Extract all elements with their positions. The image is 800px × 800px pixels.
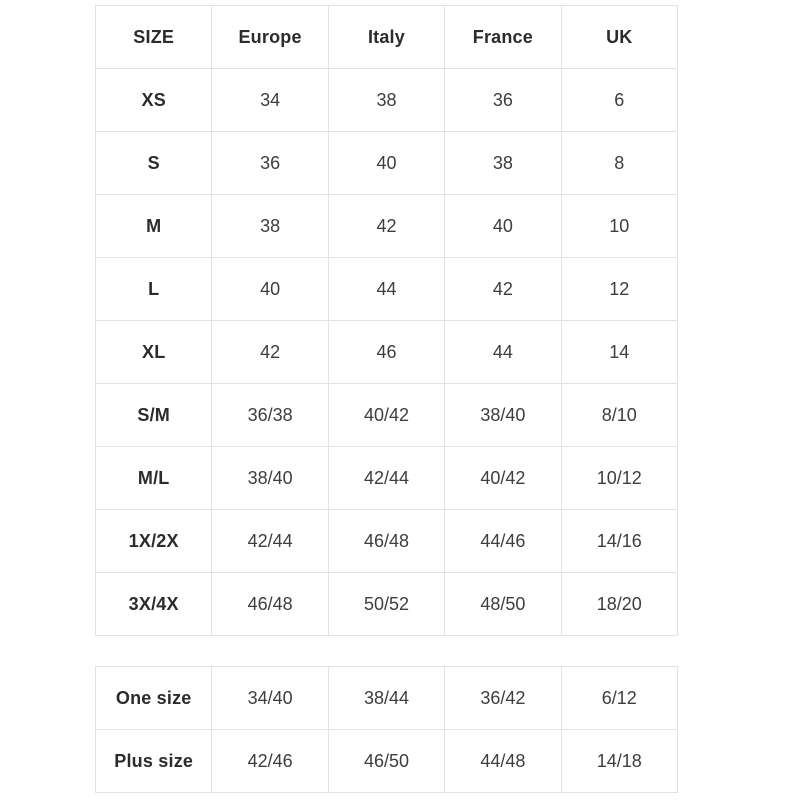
header-row: SIZE Europe Italy France UK [94, 5, 679, 69]
row-label: S [94, 131, 213, 195]
table-cell: 44/48 [444, 729, 562, 793]
table-cell: 38/40 [211, 446, 329, 510]
table-cell: 34 [211, 68, 329, 132]
table-cell: 44 [327, 257, 446, 321]
table-cell: 8 [560, 131, 679, 195]
table-row: S 36 40 38 8 [94, 131, 679, 195]
row-label: One size [94, 666, 213, 730]
column-header: Europe [211, 5, 329, 69]
row-label: XL [94, 320, 213, 384]
table-row: L 40 44 42 12 [94, 257, 679, 321]
table-cell: 8/10 [560, 383, 679, 447]
row-label: 3X/4X [94, 572, 213, 636]
row-label: S/M [94, 383, 213, 447]
table-cell: 42/44 [327, 446, 446, 510]
table-cell: 38 [444, 131, 562, 195]
row-label: M/L [94, 446, 213, 510]
table-row: XL 42 46 44 14 [94, 320, 679, 384]
table-cell: 42 [444, 257, 562, 321]
column-header: SIZE [94, 5, 213, 69]
table-gap [95, 636, 678, 666]
table-cell: 10 [560, 194, 679, 258]
table-cell: 38/40 [444, 383, 562, 447]
table-cell: 46/48 [211, 572, 329, 636]
table-cell: 36/38 [211, 383, 329, 447]
table-cell: 46 [327, 320, 446, 384]
table-cell: 6/12 [560, 666, 679, 730]
table-cell: 42/44 [211, 509, 329, 573]
table-cell: 6 [560, 68, 679, 132]
row-label: XS [94, 68, 213, 132]
table-row: Plus size 42/46 46/50 44/48 14/18 [94, 729, 679, 793]
table-cell: 36 [211, 131, 329, 195]
row-label: Plus size [94, 729, 213, 793]
row-label: 1X/2X [94, 509, 213, 573]
row-label: L [94, 257, 213, 321]
table-cell: 42/46 [211, 729, 329, 793]
table-cell: 36 [444, 68, 562, 132]
column-header: Italy [327, 5, 446, 69]
table-cell: 12 [560, 257, 679, 321]
size-chart-section: SIZE Europe Italy France UK XS 34 38 36 6 S 36 40 38… [94, 5, 679, 793]
table-cell: 18/20 [560, 572, 679, 636]
size-table-header: SIZE Europe Italy France UK [94, 5, 679, 69]
table-cell: 40/42 [444, 446, 562, 510]
special-size-table-body: One size 34/40 38/44 36/42 6/12 Plus size 42/4… [94, 666, 679, 793]
table-cell: 36/42 [444, 666, 562, 730]
table-cell: 40 [444, 194, 562, 258]
table-cell: 38 [327, 68, 446, 132]
table-cell: 40 [211, 257, 329, 321]
table-cell: 34/40 [211, 666, 329, 730]
table-row: M/L 38/40 42/44 40/42 10/12 [94, 446, 679, 510]
special-size-table: One size 34/40 38/44 36/42 6/12 Plus size 42/4… [94, 666, 679, 793]
table-cell: 46/50 [327, 729, 446, 793]
table-row: 3X/4X 46/48 50/52 48/50 18/20 [94, 572, 679, 636]
table-cell: 42 [327, 194, 446, 258]
table-cell: 46/48 [327, 509, 446, 573]
table-cell: 10/12 [560, 446, 679, 510]
column-header: France [444, 5, 562, 69]
table-cell: 44 [444, 320, 562, 384]
table-cell: 38/44 [327, 666, 446, 730]
table-cell: 40 [327, 131, 446, 195]
table-cell: 14 [560, 320, 679, 384]
table-row: XS 34 38 36 6 [94, 68, 679, 132]
table-row: One size 34/40 38/44 36/42 6/12 [94, 666, 679, 730]
table-cell: 14/16 [560, 509, 679, 573]
table-row: 1X/2X 42/44 46/48 44/46 14/16 [94, 509, 679, 573]
table-cell: 48/50 [444, 572, 562, 636]
size-conversion-table: SIZE Europe Italy France UK XS 34 38 36 6 S 36 40 38… [94, 5, 679, 636]
table-cell: 50/52 [327, 572, 446, 636]
table-cell: 44/46 [444, 509, 562, 573]
table-cell: 40/42 [327, 383, 446, 447]
table-row: M 38 42 40 10 [94, 194, 679, 258]
table-cell: 42 [211, 320, 329, 384]
row-label: M [94, 194, 213, 258]
column-header: UK [560, 5, 679, 69]
table-cell: 38 [211, 194, 329, 258]
table-cell: 14/18 [560, 729, 679, 793]
size-table-body: XS 34 38 36 6 S 36 40 38 8 M 38 42 40 10 L 40 44 42 12 XL 42 4… [94, 68, 679, 636]
table-row: S/M 36/38 40/42 38/40 8/10 [94, 383, 679, 447]
